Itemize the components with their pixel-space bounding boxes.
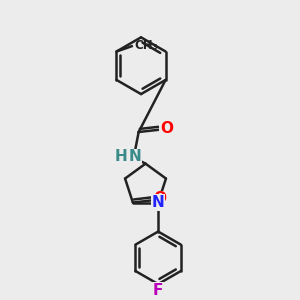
Text: F: F — [153, 283, 163, 298]
Text: O: O — [160, 121, 173, 136]
Text: CH₃: CH₃ — [134, 39, 158, 52]
Text: O: O — [153, 191, 166, 206]
Text: N: N — [129, 149, 141, 164]
Text: N: N — [152, 195, 164, 210]
Text: H: H — [115, 149, 128, 164]
